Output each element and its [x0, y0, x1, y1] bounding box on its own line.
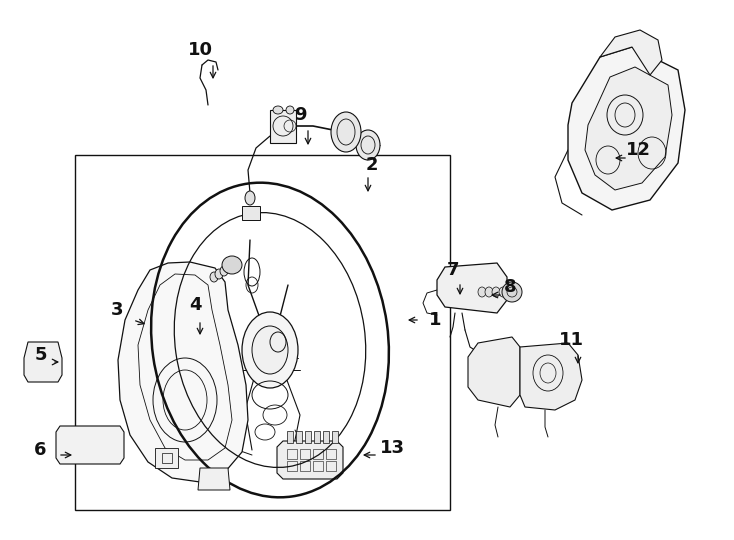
- Text: 13: 13: [379, 439, 404, 457]
- Ellipse shape: [502, 282, 522, 302]
- Text: 3: 3: [111, 301, 123, 319]
- Ellipse shape: [220, 266, 228, 276]
- Polygon shape: [270, 110, 296, 143]
- Text: 5: 5: [34, 346, 47, 364]
- Text: 6: 6: [34, 441, 46, 459]
- Polygon shape: [568, 47, 685, 210]
- Polygon shape: [56, 426, 124, 464]
- Polygon shape: [600, 30, 662, 75]
- Ellipse shape: [478, 287, 486, 297]
- Ellipse shape: [356, 130, 380, 160]
- Ellipse shape: [242, 312, 298, 388]
- Ellipse shape: [245, 191, 255, 205]
- Ellipse shape: [499, 287, 507, 297]
- Ellipse shape: [252, 326, 288, 374]
- Ellipse shape: [210, 272, 218, 282]
- Text: 7: 7: [447, 261, 459, 279]
- Bar: [313, 461, 323, 471]
- Text: 4: 4: [189, 296, 201, 314]
- Ellipse shape: [331, 112, 361, 152]
- Polygon shape: [155, 448, 178, 468]
- Ellipse shape: [492, 287, 500, 297]
- Polygon shape: [118, 262, 248, 482]
- Bar: [314, 431, 320, 443]
- Bar: [296, 431, 302, 443]
- Bar: [75, 155, 450, 510]
- Ellipse shape: [273, 106, 283, 114]
- Polygon shape: [24, 342, 62, 382]
- Ellipse shape: [485, 287, 493, 297]
- Text: 8: 8: [504, 278, 516, 296]
- Polygon shape: [520, 343, 582, 410]
- Ellipse shape: [222, 256, 242, 274]
- Polygon shape: [437, 263, 507, 313]
- Bar: [287, 431, 293, 443]
- Polygon shape: [242, 206, 260, 220]
- Bar: [332, 431, 338, 443]
- Bar: [313, 449, 323, 459]
- Polygon shape: [468, 337, 520, 407]
- Bar: [323, 431, 329, 443]
- Bar: [287, 461, 297, 471]
- Text: 10: 10: [187, 41, 213, 59]
- Polygon shape: [198, 468, 230, 490]
- Bar: [326, 461, 336, 471]
- Ellipse shape: [215, 269, 223, 279]
- Polygon shape: [277, 441, 343, 479]
- Text: 11: 11: [559, 331, 584, 349]
- Bar: [300, 449, 310, 459]
- Bar: [326, 449, 336, 459]
- Text: 2: 2: [366, 156, 378, 174]
- Text: 12: 12: [625, 141, 650, 159]
- Bar: [287, 449, 297, 459]
- Bar: [300, 461, 310, 471]
- Polygon shape: [585, 67, 672, 190]
- Bar: [305, 431, 311, 443]
- Ellipse shape: [286, 106, 294, 114]
- Text: 9: 9: [294, 106, 306, 124]
- Text: 1: 1: [429, 311, 441, 329]
